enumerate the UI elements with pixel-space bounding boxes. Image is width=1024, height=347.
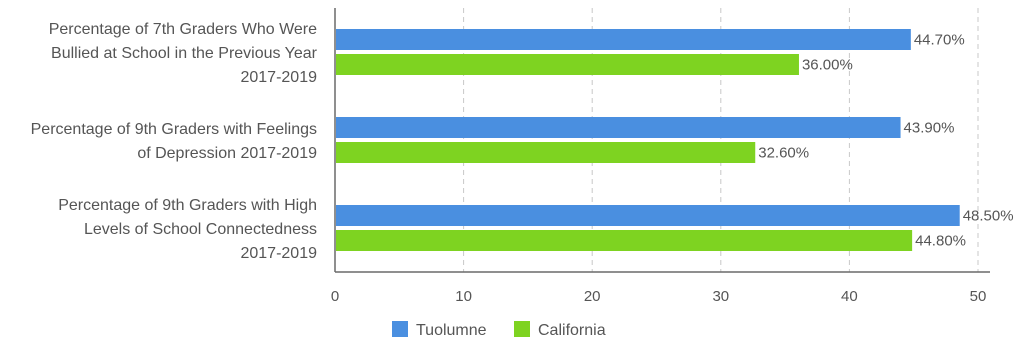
x-tick-label-40: 40 [841, 288, 858, 305]
category-label-line: of Depression 2017-2019 [137, 145, 317, 162]
category-label-0: Percentage of 7th Graders Who Were Bullie… [49, 21, 318, 86]
data-label-tuolumne-0: 44.70% [914, 32, 965, 49]
legend-swatch-tuolumne [392, 321, 408, 337]
bar-california-1 [336, 142, 756, 163]
bar-tuolumne-1 [336, 117, 901, 138]
axes: 0 10 20 30 40 50 [331, 8, 990, 305]
bar-tuolumne-2 [336, 205, 960, 226]
bars [336, 29, 960, 251]
category-label-2: Percentage of 9th Graders with High Level… [58, 197, 317, 262]
data-label-california-0: 36.00% [802, 57, 853, 74]
category-label-line: Levels of School Connectedness [84, 221, 317, 238]
legend: Tuolumne California [392, 321, 606, 339]
data-label-california-1: 32.60% [758, 145, 809, 162]
bar-california-0 [336, 54, 799, 75]
gridlines [463, 8, 979, 272]
x-tick-label-0: 0 [331, 288, 339, 305]
category-label-line: 2017-2019 [240, 69, 317, 86]
legend-item-california: California [514, 321, 606, 339]
legend-swatch-california [514, 321, 530, 337]
legend-label-tuolumne: Tuolumne [416, 322, 487, 339]
bar-tuolumne-0 [336, 29, 911, 50]
x-tick-label-20: 20 [584, 288, 601, 305]
category-label-line: Percentage of 9th Graders with Feelings [31, 121, 317, 138]
legend-item-tuolumne: Tuolumne [392, 321, 487, 339]
x-tick-label-30: 30 [712, 288, 729, 305]
legend-label-california: California [538, 322, 606, 339]
data-label-tuolumne-2: 48.50% [963, 208, 1014, 225]
labels: 44.70% 36.00% Percentage of 7th Graders Wh… [31, 21, 1014, 262]
category-label-line: Bullied at School in the Previous Year [51, 45, 318, 62]
category-label-line: Percentage of 7th Graders Who Were [49, 21, 317, 38]
category-label-line: 2017-2019 [240, 245, 317, 262]
x-tick-label-10: 10 [455, 288, 472, 305]
x-tick-label-50: 50 [970, 288, 987, 305]
data-label-tuolumne-1: 43.90% [904, 120, 955, 137]
data-label-california-2: 44.80% [915, 233, 966, 250]
bar-california-2 [336, 230, 913, 251]
category-label-line: Percentage of 9th Graders with High [58, 197, 317, 214]
category-label-1: Percentage of 9th Graders with Feelings o… [31, 121, 317, 162]
